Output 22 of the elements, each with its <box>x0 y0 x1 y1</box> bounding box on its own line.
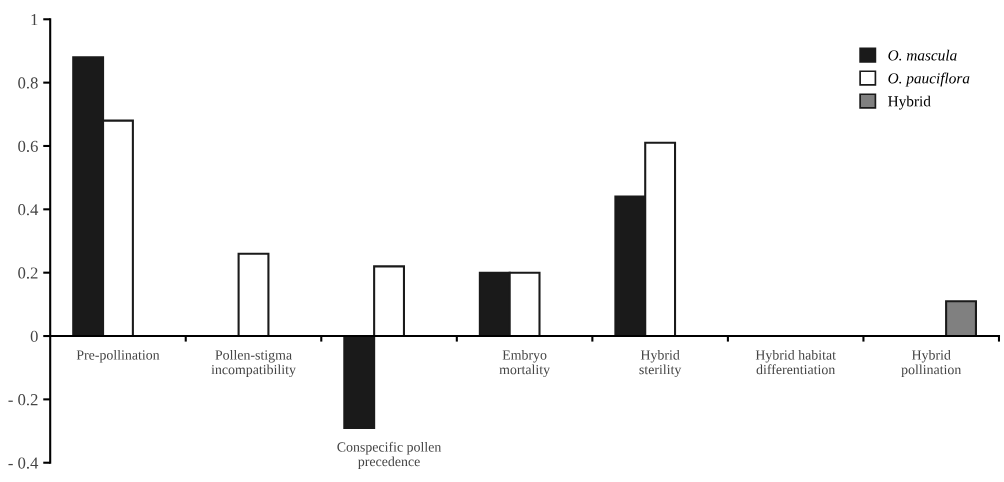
x-tick-label: Conspecific pollen precedence <box>337 441 442 470</box>
bar <box>343 334 376 429</box>
y-tick-label: 0.4 <box>18 204 39 216</box>
y-tick-label: 0.8 <box>18 77 38 89</box>
bar <box>373 265 405 338</box>
bar <box>945 300 977 338</box>
y-tick-label: 0.2 <box>18 267 38 279</box>
x-tick-label: Hybrid sterility <box>639 349 682 378</box>
legend-label: Hybrid <box>888 95 931 110</box>
y-tick-label: - 0.4 <box>8 457 39 469</box>
bar <box>237 252 270 338</box>
y-tick-label: 0.6 <box>18 140 38 152</box>
x-tick-label: Embryo mortality <box>499 349 550 378</box>
y-tick-label: 1 <box>31 14 38 26</box>
x-tick-label: Pollen-stigma incompatibility <box>211 349 296 378</box>
y-tick-label: 0 <box>30 330 38 342</box>
x-tick-label: Hybrid pollination <box>901 349 962 378</box>
legend-label: O. mascula <box>888 49 957 61</box>
legend-label: O. pauciflora <box>888 72 970 87</box>
y-tick-label: - 0.2 <box>8 394 38 406</box>
x-tick-label: Hybrid habitat differentiation <box>755 349 836 375</box>
x-tick-label: Pre-pollination <box>76 349 160 363</box>
